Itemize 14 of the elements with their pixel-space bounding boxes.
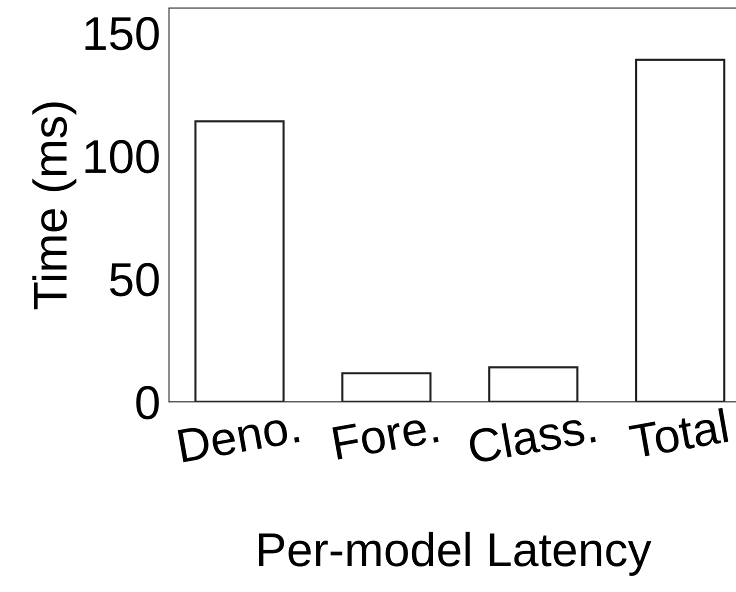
x-tick-label: Deno. <box>178 410 300 463</box>
bar <box>488 366 578 402</box>
y-tick-label: 0 <box>136 386 159 420</box>
y-tick-label: 100 <box>85 140 159 174</box>
y-tick-label: 50 <box>110 262 159 296</box>
x-tick-label: Fore. <box>332 410 439 460</box>
x-tick-label: Total <box>628 408 728 459</box>
y-tick-label: 150 <box>85 16 159 50</box>
bar <box>341 372 432 402</box>
y-axis-title: Time (ms) <box>32 102 76 310</box>
bar <box>635 58 726 402</box>
bar <box>194 120 285 402</box>
x-axis-title: Per-model Latency <box>258 532 652 576</box>
x-tick-label: Class. <box>467 408 596 464</box>
